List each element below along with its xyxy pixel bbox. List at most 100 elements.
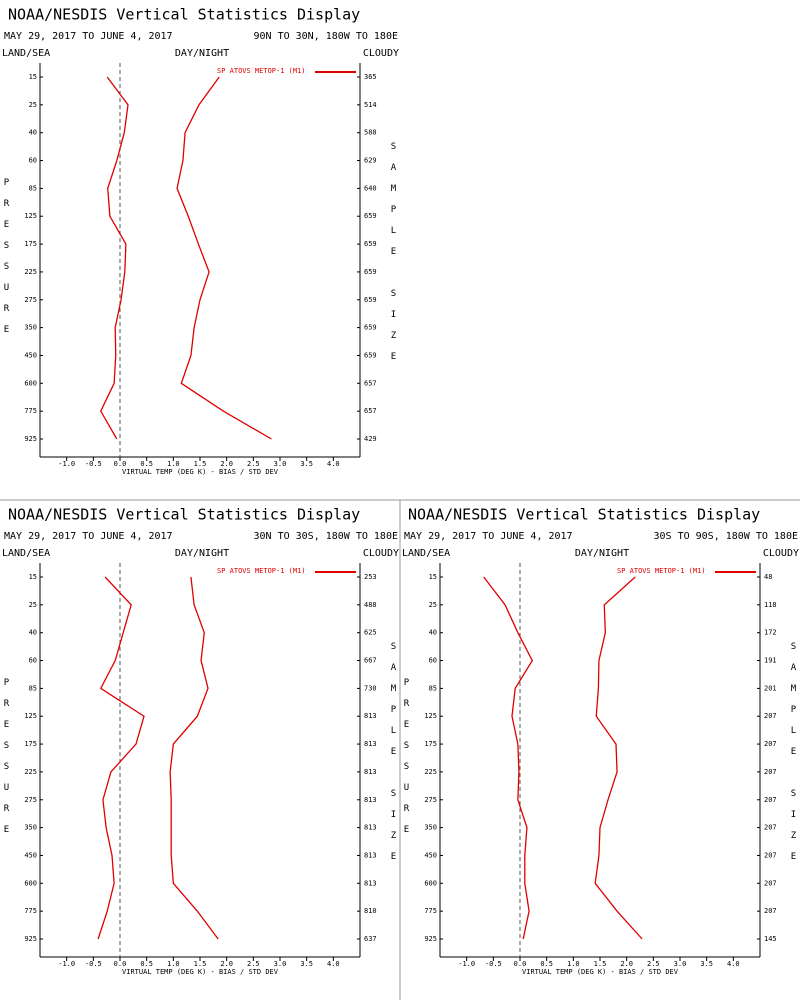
sample-size: 201 <box>764 684 777 692</box>
sample-size: 659 <box>364 351 377 359</box>
land-sea-label: LAND/SEA <box>2 548 50 559</box>
y-tick-label: 225 <box>424 768 437 776</box>
y-tick-label: 775 <box>24 407 37 415</box>
y-tick-label: 175 <box>24 240 37 248</box>
x-tick-label: 4.0 <box>327 960 340 968</box>
title: NOAA/NESDIS Vertical Statistics Display <box>8 6 360 24</box>
x-tick-label: 0.0 <box>114 460 127 468</box>
date-range: MAY 29, 2017 TO JUNE 4, 2017 <box>4 531 173 542</box>
x-tick-label: 0.5 <box>540 960 553 968</box>
legend-label: SP ATOVS METOP-1 (M1) <box>217 67 306 75</box>
x-tick-label: 4.0 <box>327 460 340 468</box>
y-tick-label: 600 <box>24 879 37 887</box>
y-axis-label: PRESSURE <box>2 678 12 846</box>
sample-size: 659 <box>364 212 377 220</box>
std-dev-line <box>176 76 272 440</box>
region: 30S TO 90S, 180W TO 180E <box>654 531 799 542</box>
y-tick-label: 40 <box>29 129 37 137</box>
sample-size: 657 <box>364 407 377 415</box>
y-tick-label: 450 <box>24 351 37 359</box>
sample-size: 657 <box>364 379 377 387</box>
day-night-label: DAY/NIGHT <box>175 48 229 59</box>
y-tick-label: 60 <box>29 657 37 665</box>
x-axis-label: VIRTUAL TEMP (DEG K) - BIAS / STD DEV <box>122 968 279 976</box>
y-tick-label: 60 <box>429 657 437 665</box>
y-tick-label: 350 <box>24 324 37 332</box>
land-sea-label: LAND/SEA <box>2 48 50 59</box>
y-tick-label: 15 <box>429 573 437 581</box>
sample-size: 207 <box>764 907 777 915</box>
sample-size: 813 <box>364 712 377 720</box>
sample-size: 588 <box>364 129 377 137</box>
y-tick-label: 275 <box>424 796 437 804</box>
cloudy-label: CLOUDY <box>363 48 399 59</box>
y-tick-label: 225 <box>24 268 37 276</box>
y-tick-label: 175 <box>24 740 37 748</box>
sample-size: 637 <box>364 935 377 943</box>
x-tick-label: -1.0 <box>58 960 75 968</box>
x-tick-label: -1.0 <box>458 960 475 968</box>
sample-size: 253 <box>364 573 377 581</box>
x-tick-label: 2.0 <box>220 460 233 468</box>
y-axis-label: PRESSURE <box>2 178 12 346</box>
x-tick-label: 2.0 <box>220 960 233 968</box>
x-tick-label: 3.5 <box>300 960 313 968</box>
y-tick-label: 450 <box>24 851 37 859</box>
y-tick-label: 85 <box>29 684 37 692</box>
x-tick-label: 0.0 <box>114 960 127 968</box>
x-tick-label: 3.0 <box>274 960 287 968</box>
x-tick-label: 1.0 <box>567 960 580 968</box>
x-tick-label: 3.5 <box>700 960 713 968</box>
cloudy-label: CLOUDY <box>363 548 399 559</box>
day-night-label: DAY/NIGHT <box>175 548 229 559</box>
sample-size: 813 <box>364 796 377 804</box>
panel: NOAA/NESDIS Vertical Statistics Display M… <box>2 6 400 477</box>
y-tick-label: 275 <box>24 796 37 804</box>
y-tick-label: 40 <box>429 629 437 637</box>
x-tick-label: 2.5 <box>647 960 660 968</box>
title: NOAA/NESDIS Vertical Statistics Display <box>408 506 760 524</box>
std-dev-line <box>594 576 643 940</box>
legend-label: SP ATOVS METOP-1 (M1) <box>617 567 706 575</box>
sample-size: 659 <box>364 324 377 332</box>
x-tick-label: 2.5 <box>247 460 260 468</box>
y-tick-label: 925 <box>24 935 37 943</box>
sample-size: 813 <box>364 740 377 748</box>
sample-size: 172 <box>764 629 777 637</box>
sample-size: 488 <box>364 601 377 609</box>
sample-size: 659 <box>364 268 377 276</box>
x-tick-label: 3.5 <box>300 460 313 468</box>
title: NOAA/NESDIS Vertical Statistics Display <box>8 506 360 524</box>
x-tick-label: 1.5 <box>594 960 607 968</box>
sample-size: 207 <box>764 851 777 859</box>
y2-axis-label: SAMPLE SIZE <box>389 642 399 873</box>
x-tick-label: 1.5 <box>194 960 207 968</box>
sample-size: 625 <box>364 629 377 637</box>
sample-size: 145 <box>764 935 777 943</box>
y-tick-label: 450 <box>424 851 437 859</box>
y2-axis-label: SAMPLE SIZE <box>389 142 399 373</box>
y-tick-label: 350 <box>424 824 437 832</box>
sample-size: 207 <box>764 740 777 748</box>
x-tick-label: 1.0 <box>167 960 180 968</box>
x-tick-label: 1.0 <box>167 460 180 468</box>
panel: NOAA/NESDIS Vertical Statistics Display M… <box>2 506 400 977</box>
sample-size: 207 <box>764 879 777 887</box>
sample-size: 667 <box>364 657 377 665</box>
bias-line <box>483 576 534 940</box>
x-tick-label: -0.5 <box>85 460 102 468</box>
x-tick-label: 0.5 <box>140 460 153 468</box>
day-night-label: DAY/NIGHT <box>575 548 629 559</box>
sample-size: 191 <box>764 657 777 665</box>
y2-axis-label: SAMPLE SIZE <box>789 642 799 873</box>
y-tick-label: 275 <box>24 296 37 304</box>
x-tick-label: 0.5 <box>140 960 153 968</box>
sample-size: 429 <box>364 435 377 443</box>
sample-size: 207 <box>764 712 777 720</box>
x-tick-label: -1.0 <box>58 460 75 468</box>
x-tick-label: 4.0 <box>727 960 740 968</box>
x-tick-label: 2.0 <box>620 960 633 968</box>
y-tick-label: 15 <box>29 73 37 81</box>
y-tick-label: 40 <box>29 629 37 637</box>
